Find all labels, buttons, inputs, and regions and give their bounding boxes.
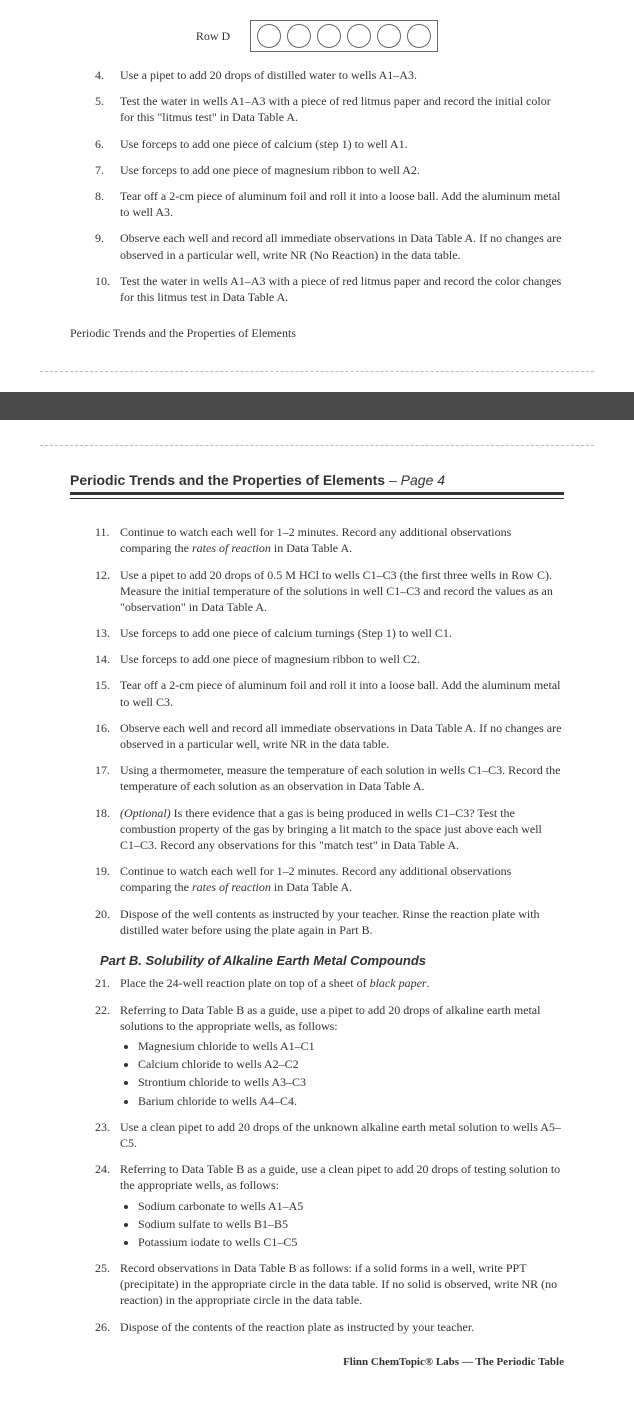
step-text: Observe each well and record all immedia… [120, 721, 561, 751]
step-sub-bullets: Magnesium chloride to wells A1–C1 Calcium… [138, 1038, 564, 1109]
well-circle [407, 24, 431, 48]
sub-bullet: Barium chloride to wells A4–C4. [138, 1093, 564, 1109]
well-circle [377, 24, 401, 48]
procedure-step: 4.Use a pipet to add 20 drops of distill… [100, 67, 564, 83]
step-number: 12. [95, 567, 110, 583]
procedure-step: 18.(Optional) Is there evidence that a g… [100, 805, 564, 854]
step-number: 15. [95, 677, 110, 693]
step-text: Test the water in wells A1–A3 with a pie… [120, 94, 551, 124]
step-text: Tear off a 2-cm piece of aluminum foil a… [120, 189, 561, 219]
well-circle [317, 24, 341, 48]
step-text: Use a pipet to add 20 drops of 0.5 M HCl… [120, 568, 553, 614]
well-circle [257, 24, 281, 48]
page-separator-dashed [40, 445, 594, 446]
step-number: 20. [95, 906, 110, 922]
procedure-step: 11.Continue to watch each well for 1–2 m… [100, 524, 564, 556]
step-text: Use forceps to add one piece of magnesiu… [120, 163, 420, 177]
row-d-diagram: Row D [40, 20, 594, 52]
step-text: Record observations in Data Table B as f… [120, 1261, 557, 1307]
page-separator-dashed [40, 371, 594, 372]
step-text: Use forceps to add one piece of magnesiu… [120, 652, 420, 666]
step-number: 8. [95, 188, 104, 204]
step-number: 18. [95, 805, 110, 821]
procedure-steps-top: 4.Use a pipet to add 20 drops of distill… [100, 67, 564, 305]
step-text: Use forceps to add one piece of calcium … [120, 626, 452, 640]
procedure-step: 6.Use forceps to add one piece of calciu… [100, 136, 564, 152]
procedure-step: 19.Continue to watch each well for 1–2 m… [100, 863, 564, 895]
page-title: Periodic Trends and the Properties of El… [70, 471, 564, 490]
procedure-step: 9.Observe each well and record all immed… [100, 230, 564, 262]
step-number: 16. [95, 720, 110, 736]
step-number: 14. [95, 651, 110, 667]
sub-bullet: Potassium iodate to wells C1–C5 [138, 1234, 564, 1250]
procedure-step: 12.Use a pipet to add 20 drops of 0.5 M … [100, 567, 564, 616]
section-footer-label: Periodic Trends and the Properties of El… [70, 325, 594, 341]
procedure-step: 20.Dispose of the well contents as instr… [100, 906, 564, 938]
step-number: 10. [95, 273, 110, 289]
page-title-suffix: – Page 4 [385, 472, 445, 488]
step-text: Dispose of the contents of the reaction … [120, 1320, 474, 1334]
page-title-main: Periodic Trends and the Properties of El… [70, 472, 385, 488]
step-text: Continue to watch each well for 1–2 minu… [120, 864, 511, 894]
step-number: 23. [95, 1119, 110, 1135]
step-text: Tear off a 2-cm piece of aluminum foil a… [120, 678, 561, 708]
sub-bullet: Sodium sulfate to wells B1–B5 [138, 1216, 564, 1232]
step-text: (Optional) Is there evidence that a gas … [120, 806, 542, 852]
step-text: Dispose of the well contents as instruct… [120, 907, 540, 937]
sub-bullet: Magnesium chloride to wells A1–C1 [138, 1038, 564, 1054]
step-text: Test the water in wells A1–A3 with a pie… [120, 274, 561, 304]
procedure-step: 22.Referring to Data Table B as a guide,… [100, 1002, 564, 1109]
step-number: 19. [95, 863, 110, 879]
step-number: 21. [95, 975, 110, 991]
footer-note: Flinn ChemTopic® Labs — The Periodic Tab… [40, 1355, 564, 1370]
procedure-step: 21.Place the 24-well reaction plate on t… [100, 975, 564, 991]
procedure-steps-11-20: 11.Continue to watch each well for 1–2 m… [100, 524, 564, 938]
step-number: 25. [95, 1260, 110, 1276]
step-number: 6. [95, 136, 104, 152]
row-d-wells [250, 20, 438, 52]
step-number: 4. [95, 67, 104, 83]
step-text: Use a pipet to add 20 drops of distilled… [120, 68, 417, 82]
step-number: 9. [95, 230, 104, 246]
step-text: Using a thermometer, measure the tempera… [120, 763, 560, 793]
step-number: 7. [95, 162, 104, 178]
step-number: 24. [95, 1161, 110, 1177]
procedure-step: 14.Use forceps to add one piece of magne… [100, 651, 564, 667]
procedure-step: 10.Test the water in wells A1–A3 with a … [100, 273, 564, 305]
well-circle [347, 24, 371, 48]
step-text: Referring to Data Table B as a guide, us… [120, 1003, 540, 1033]
page-divider-bar [0, 392, 634, 420]
title-double-rule [70, 492, 564, 499]
procedure-step: 16.Observe each well and record all imme… [100, 720, 564, 752]
procedure-step: 25.Record observations in Data Table B a… [100, 1260, 564, 1309]
procedure-step: 7.Use forceps to add one piece of magnes… [100, 162, 564, 178]
step-number: 11. [95, 524, 110, 540]
procedure-step: 13.Use forceps to add one piece of calci… [100, 625, 564, 641]
step-number: 26. [95, 1319, 110, 1335]
procedure-step: 26.Dispose of the contents of the reacti… [100, 1319, 564, 1335]
well-circle [287, 24, 311, 48]
step-sub-bullets: Sodium carbonate to wells A1–A5Sodium su… [138, 1198, 564, 1251]
procedure-step: 17.Using a thermometer, measure the temp… [100, 762, 564, 794]
step-number: 17. [95, 762, 110, 778]
procedure-step: 24.Referring to Data Table B as a guide,… [100, 1161, 564, 1250]
sub-bullet: Calcium chloride to wells A2–C2 [138, 1056, 564, 1072]
procedure-step: 5.Test the water in wells A1–A3 with a p… [100, 93, 564, 125]
step-number: 13. [95, 625, 110, 641]
part-b-heading: Part B. Solubility of Alkaline Earth Met… [100, 952, 564, 970]
procedure-step: 8.Tear off a 2-cm piece of aluminum foil… [100, 188, 564, 220]
step-text: Place the 24-well reaction plate on top … [120, 976, 430, 990]
row-d-label: Row D [196, 28, 230, 44]
step-text: Continue to watch each well for 1–2 minu… [120, 525, 511, 555]
step-text: Use forceps to add one piece of calcium … [120, 137, 408, 151]
sub-bullet: Strontium chloride to wells A3–C3 [138, 1074, 564, 1090]
step-text: Observe each well and record all immedia… [120, 231, 561, 261]
step-text: Referring to Data Table B as a guide, us… [120, 1162, 560, 1192]
procedure-steps-21-26: 21.Place the 24-well reaction plate on t… [100, 975, 564, 1334]
step-number: 22. [95, 1002, 110, 1018]
procedure-step: 23.Use a clean pipet to add 20 drops of … [100, 1119, 564, 1151]
step-text: Use a clean pipet to add 20 drops of the… [120, 1120, 561, 1150]
step-number: 5. [95, 93, 104, 109]
procedure-step: 15.Tear off a 2-cm piece of aluminum foi… [100, 677, 564, 709]
